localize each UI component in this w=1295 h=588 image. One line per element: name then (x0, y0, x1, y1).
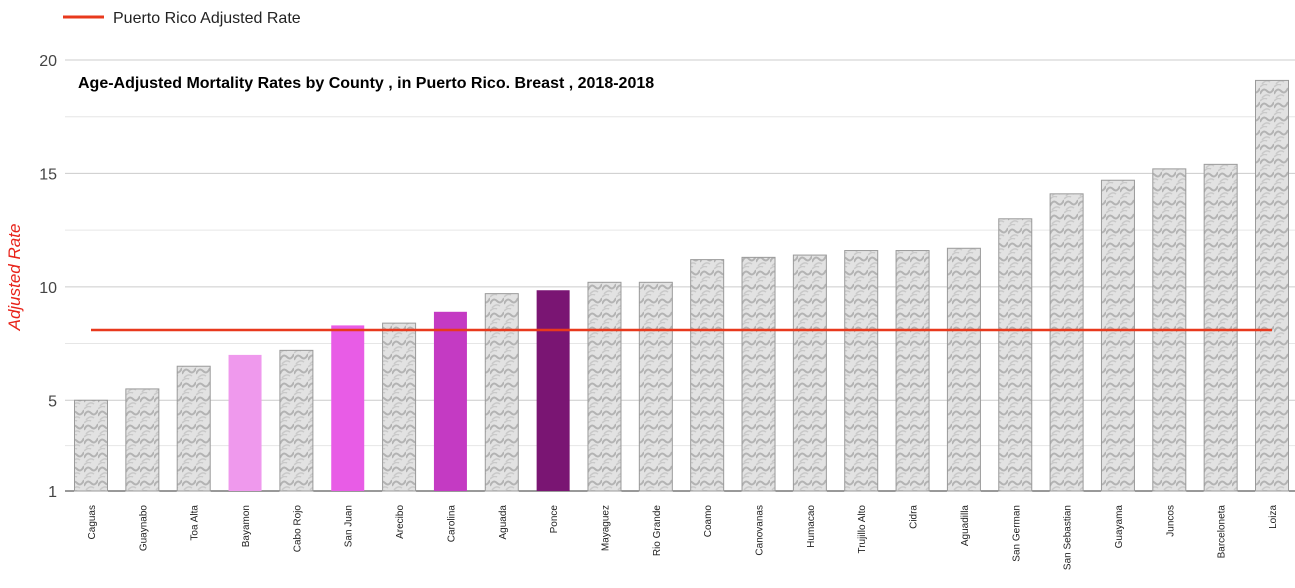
bar-san-sebastian[interactable] (1049, 193, 1084, 492)
bar-cabo-rojo[interactable] (279, 349, 314, 492)
bar-ponce[interactable] (536, 290, 570, 491)
y-tick-label: 10 (39, 280, 57, 297)
bar-mayaguez[interactable] (587, 281, 622, 492)
x-tick-label: Mayaguez (600, 505, 611, 551)
chart-title: Age-Adjusted Mortality Rates by County ,… (78, 75, 654, 92)
bar-canovanas[interactable] (741, 256, 776, 492)
bar-arecibo[interactable] (382, 322, 417, 492)
bar-san-juan[interactable] (331, 325, 365, 491)
grid-lines (65, 59, 1295, 492)
bar-rio-grande[interactable] (638, 281, 673, 492)
x-tick-label: San German (1011, 505, 1022, 562)
x-tick-label: Ponce (549, 505, 560, 534)
x-tick-label: Aguada (498, 505, 509, 540)
x-tick-label: Loiza (1268, 505, 1279, 529)
bar-loiza[interactable] (1255, 79, 1289, 492)
x-tick-label: Humacao (806, 505, 817, 548)
y-tick-label: 15 (39, 166, 57, 183)
bar-guaynabo[interactable] (125, 388, 160, 492)
y-tick-label: 20 (39, 53, 57, 70)
x-tick-label: Caguas (87, 505, 98, 539)
x-tick-label: Guayama (1114, 505, 1125, 549)
x-tick-label: Trujillo Alto (857, 505, 868, 554)
y-tick-label: 1 (48, 484, 57, 501)
x-tick-label: Bayamon (241, 505, 252, 547)
bars (74, 79, 1289, 492)
x-tick-label: Arecibo (395, 505, 406, 539)
x-tick-label: Canovanas (755, 505, 766, 556)
x-tick-label: San Sebastian (1063, 505, 1074, 570)
x-tick-label: Coamo (703, 505, 714, 538)
bar-guayama[interactable] (1100, 179, 1135, 492)
x-tick-label: Cabo Rojo (292, 505, 303, 553)
bar-humacao[interactable] (792, 254, 827, 492)
bar-carolina[interactable] (433, 311, 467, 491)
bar-cidra[interactable] (895, 250, 930, 492)
x-tick-label: Guaynabo (138, 505, 149, 552)
bar-trujillo-alto[interactable] (844, 250, 879, 492)
bar-coamo[interactable] (690, 259, 725, 492)
legend: Puerto Rico Adjusted Rate (63, 10, 301, 27)
x-tick-label: Carolina (446, 505, 457, 543)
bar-caguas[interactable] (74, 399, 108, 492)
x-tick-label: Juncos (1165, 505, 1176, 537)
y-tick-label: 5 (48, 393, 57, 410)
y-axis-title: Adjusted Rate (5, 224, 24, 332)
bar-barceloneta[interactable] (1203, 163, 1238, 492)
x-tick-label: Aguadilla (960, 505, 971, 547)
x-tick-label: Toa Alta (190, 505, 201, 541)
bar-san-german[interactable] (998, 218, 1033, 492)
bar-aguadilla[interactable] (946, 247, 981, 492)
legend-label: Puerto Rico Adjusted Rate (113, 10, 301, 27)
x-tick-label: San Juan (344, 505, 355, 547)
bar-aguada[interactable] (484, 293, 519, 492)
x-tick-labels: Caguas Guaynabo Toa Alta Bayamon Cabo Rojo Sa… (87, 505, 1279, 571)
x-tick-label: Cidra (909, 505, 920, 529)
x-tick-label: Barceloneta (1217, 505, 1228, 559)
bar-bayamon[interactable] (228, 354, 262, 491)
bar-toa-alta[interactable] (176, 365, 211, 492)
x-tick-label: Rio Grande (652, 505, 663, 557)
